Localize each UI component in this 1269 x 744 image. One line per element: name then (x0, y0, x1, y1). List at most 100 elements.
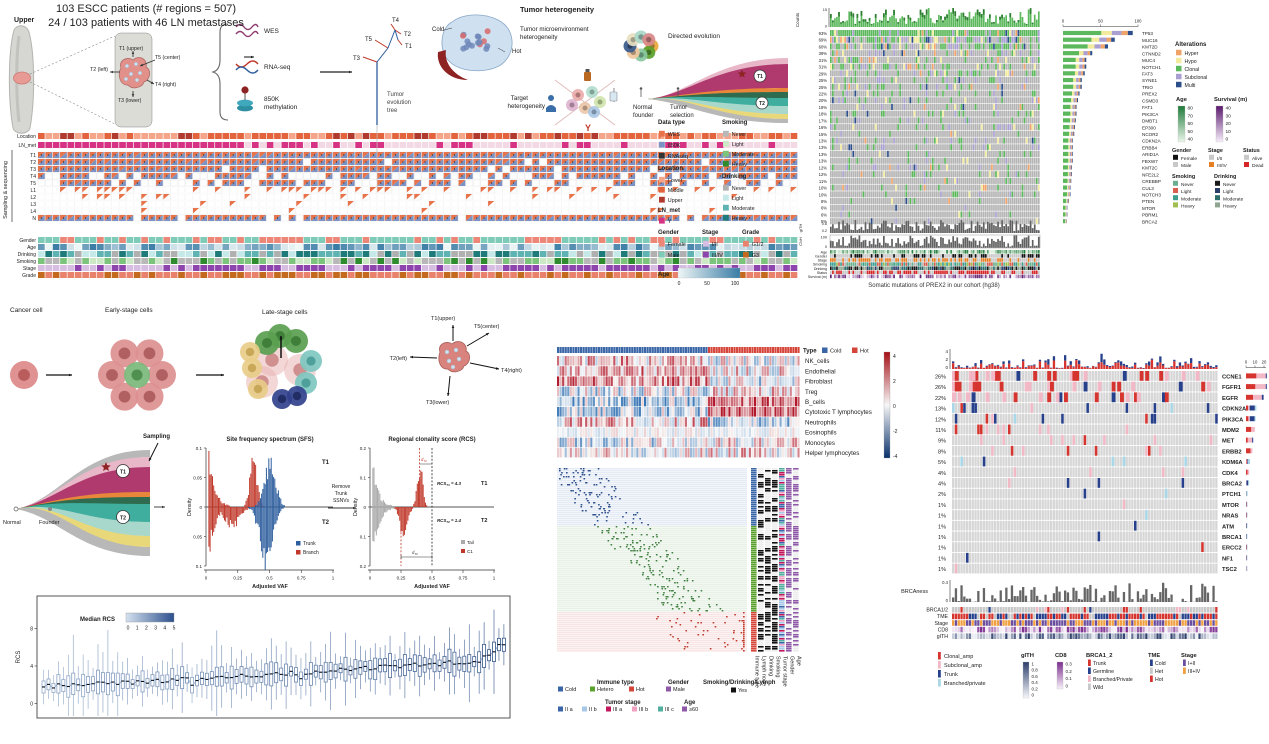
svg-text:L3: L3 (30, 202, 36, 208)
svg-text:31%: 31% (819, 65, 828, 70)
svg-text:Smoking: Smoking (722, 120, 748, 126)
svg-text:FAT1: FAT1 (1142, 105, 1153, 110)
svg-text:Data type: Data type (658, 120, 686, 126)
svg-text:Age: Age (658, 272, 670, 278)
svg-text:EP300: EP300 (1142, 125, 1156, 130)
svg-text:selection: selection (670, 113, 694, 119)
antibody-y-icon: Y (585, 123, 591, 133)
svg-text:T2: T2 (759, 101, 765, 107)
svg-text:13%: 13% (819, 145, 828, 150)
svg-text:I/II: I/II (712, 242, 718, 248)
svg-text:T2 (left): T2 (left) (90, 67, 108, 73)
svg-text:18%: 18% (819, 105, 828, 110)
svg-text:15%: 15% (819, 132, 828, 137)
svg-text:T2: T2 (404, 32, 412, 38)
svg-text:PIK3CA: PIK3CA (1142, 112, 1159, 117)
tumor-blob (13, 71, 31, 85)
svg-text:L2: L2 (30, 195, 36, 201)
svg-text:39%: 39% (819, 51, 828, 56)
svg-text:Grade: Grade (742, 230, 760, 236)
svg-text:DMBT1: DMBT1 (1142, 119, 1158, 124)
svg-text:Counts: Counts (795, 12, 800, 27)
panel-immune-heterogeneity: Type Cold HotNK_cellsEndothelialFibroblast… (557, 347, 898, 713)
svg-text:25%: 25% (819, 85, 828, 90)
svg-text:Normal: Normal (633, 105, 652, 111)
svg-text:18%: 18% (819, 112, 828, 117)
svg-text:20%: 20% (819, 98, 828, 103)
svg-text:WES: WES (264, 28, 279, 35)
svg-text:Upper: Upper (668, 198, 683, 204)
svg-text:heterogeneity: heterogeneity (520, 34, 558, 41)
svg-text:Never: Never (732, 132, 747, 138)
svg-text:PREX2: PREX2 (1142, 92, 1158, 97)
svg-text:Location: Location (658, 166, 683, 172)
svg-text:Moderate: Moderate (732, 206, 755, 212)
drug-bottle-icon (584, 69, 591, 81)
svg-text:22%: 22% (819, 91, 828, 96)
svg-text:SYNE1: SYNE1 (1142, 78, 1158, 83)
svg-text:L4: L4 (30, 209, 36, 215)
svg-text:T3: T3 (30, 167, 36, 173)
svg-text:heterogeneity: heterogeneity (508, 103, 546, 110)
svg-text:ERBB4: ERBB4 (1142, 145, 1158, 150)
svg-text:LN_met: LN_met (18, 143, 36, 149)
svg-text:13%: 13% (819, 152, 828, 157)
svg-text:methylation: methylation (264, 104, 298, 111)
svg-text:G3: G3 (752, 253, 759, 259)
svg-text:850K: 850K (668, 143, 681, 149)
svg-text:CDKN2A: CDKN2A (1142, 139, 1162, 144)
svg-text:tree: tree (387, 108, 398, 114)
svg-text:12%: 12% (819, 165, 828, 170)
svg-text:31%: 31% (819, 58, 828, 63)
svg-text:Drinking: Drinking (722, 174, 747, 180)
svg-text:Directed evolution: Directed evolution (668, 33, 720, 40)
svg-text:N: N (32, 216, 36, 222)
svg-text:founder: founder (633, 113, 653, 119)
svg-text:KMT2D: KMT2D (1142, 45, 1158, 50)
svg-text:Male: Male (668, 253, 680, 259)
svg-text:50: 50 (704, 281, 710, 287)
rna-helix-icon (235, 55, 259, 74)
svg-text:25%: 25% (819, 78, 828, 83)
svg-text:Tumor heterogeneity: Tumor heterogeneity (520, 5, 595, 14)
svg-text:G1/2: G1/2 (752, 242, 764, 248)
svg-text:Tumor: Tumor (670, 105, 687, 111)
panel-clonality-evolution: Cancer cell Early-stage cells Late-stage c… (3, 307, 522, 719)
svg-text:Grade: Grade (22, 273, 36, 279)
svg-text:Upper: Upper (14, 17, 35, 24)
svg-text:Female: Female (668, 242, 686, 248)
svg-text:Heavy: Heavy (732, 162, 748, 168)
svg-text:MUC4: MUC4 (1142, 58, 1155, 63)
svg-text:Stage: Stage (702, 230, 719, 236)
svg-text:Age: Age (27, 245, 36, 251)
svg-text:Gender: Gender (658, 230, 680, 236)
svg-text:Middle: Middle (668, 188, 684, 194)
svg-text:T3 (lower): T3 (lower) (118, 98, 142, 104)
cohort-title-line1: 103 ESCC patients (# regions = 507) (55, 3, 237, 15)
svg-text:15: 15 (823, 8, 827, 12)
svg-text:Light: Light (732, 196, 744, 202)
svg-text:Cold: Cold (432, 27, 444, 33)
svg-text:Gender: Gender (19, 238, 36, 244)
svg-text:Location: Location (17, 134, 36, 140)
svg-text:FBXW7: FBXW7 (1142, 159, 1158, 164)
svg-text:III/IV: III/IV (712, 253, 723, 259)
svg-text:17%: 17% (819, 118, 828, 123)
svg-text:CSMD3: CSMD3 (1142, 98, 1159, 103)
svg-text:T5 (center): T5 (center) (155, 55, 181, 61)
svg-text:RNAseq: RNAseq (668, 154, 688, 160)
svg-text:MUC16: MUC16 (1142, 38, 1158, 43)
svg-text:WES: WES (668, 132, 681, 138)
svg-text:0: 0 (825, 25, 827, 29)
svg-text:29%: 29% (819, 71, 828, 76)
svg-text:T1: T1 (30, 153, 36, 159)
svg-text:Never: Never (732, 186, 747, 192)
svg-text:L1: L1 (30, 188, 36, 194)
svg-text:Stage: Stage (23, 266, 36, 272)
svg-text:13%: 13% (819, 159, 828, 164)
svg-text:ARID1A: ARID1A (1142, 152, 1160, 157)
svg-text:16%: 16% (819, 125, 828, 130)
cohort-title-line2: 24 / 103 patients with 46 LN metastases (48, 17, 244, 29)
